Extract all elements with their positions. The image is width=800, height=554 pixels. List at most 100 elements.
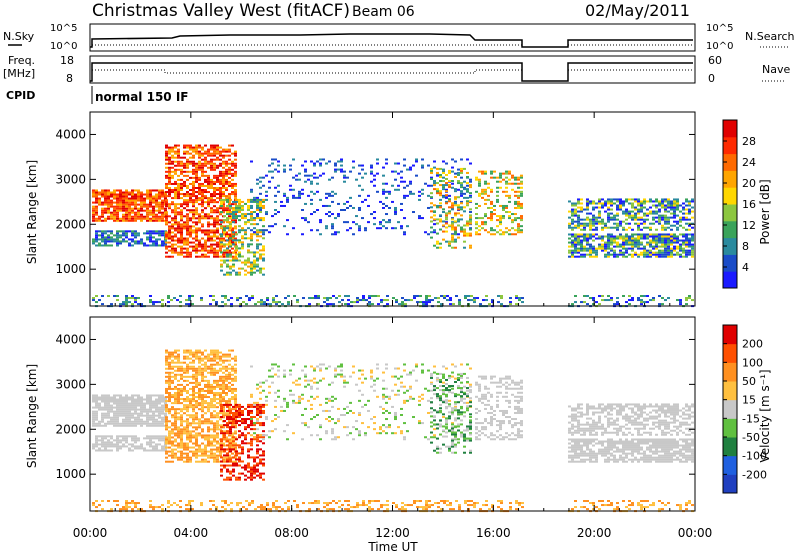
power-cell — [201, 243, 204, 246]
power-cell — [601, 204, 604, 207]
power-cell — [328, 204, 331, 207]
power-cell — [220, 204, 223, 207]
power-cell — [667, 226, 670, 229]
power-cell — [244, 223, 247, 226]
velocity-cell — [225, 375, 228, 378]
power-cell — [183, 203, 186, 206]
power-cell — [110, 205, 113, 208]
velocity-cell — [113, 414, 116, 417]
velocity-cell — [228, 373, 231, 376]
power-cell — [219, 164, 222, 167]
velocity-cell — [110, 443, 113, 446]
power-cell — [95, 217, 98, 220]
velocity-cell — [168, 365, 171, 368]
power-cell — [598, 198, 601, 201]
velocity-cell — [131, 414, 134, 417]
power-cell — [259, 269, 262, 272]
power-cell — [667, 233, 670, 236]
velocity-cell — [158, 410, 161, 413]
velocity-cell — [195, 444, 198, 447]
power-cell — [358, 229, 361, 232]
velocity-cell — [155, 400, 158, 403]
power-cell — [367, 204, 370, 207]
power-cell — [192, 225, 195, 228]
velocity-cell — [195, 456, 198, 459]
power-cell — [235, 271, 238, 274]
power-cell — [571, 226, 574, 229]
velocity-cell — [146, 443, 149, 446]
power-cell — [667, 216, 670, 219]
power-cell — [231, 178, 234, 181]
power-cell — [484, 221, 487, 224]
power-cell — [613, 253, 616, 256]
velocity-cell — [222, 389, 225, 392]
power-cell — [307, 194, 310, 197]
velocity-cell — [195, 452, 198, 455]
power-cell — [259, 229, 262, 232]
power-cell — [586, 241, 589, 244]
power-cell — [655, 212, 658, 215]
velocity-cell — [146, 412, 149, 415]
power-cell — [189, 245, 192, 248]
power-cell — [604, 245, 607, 248]
velocity-cell — [122, 398, 125, 401]
power-cell — [331, 223, 334, 226]
velocity-cell — [116, 422, 119, 425]
power-cell — [168, 245, 171, 248]
power-cell — [421, 217, 424, 220]
power-cell — [220, 211, 223, 214]
power-cell — [583, 226, 586, 229]
power-cell — [228, 168, 231, 171]
power-cell — [195, 172, 198, 175]
power-cell — [451, 238, 454, 241]
power-cell — [110, 195, 113, 198]
power-cell — [171, 174, 174, 177]
power-cell — [571, 303, 574, 306]
power-cell — [204, 245, 207, 248]
power-cell — [484, 213, 487, 216]
power-cell — [604, 204, 607, 207]
velocity-cell — [168, 381, 171, 384]
power-cell — [119, 303, 122, 306]
power-cell — [180, 219, 183, 222]
power-cell — [685, 233, 688, 236]
power-cell — [155, 197, 158, 200]
power-cell — [231, 203, 234, 206]
power-cell — [436, 240, 439, 243]
velocity-cell — [192, 408, 195, 411]
velocity-cell — [110, 449, 113, 452]
power-cell — [192, 168, 195, 171]
velocity-cell — [234, 371, 237, 374]
power-cell — [192, 245, 195, 248]
velocity-cell — [137, 418, 140, 421]
power-cell — [192, 221, 195, 224]
power-cell — [161, 232, 164, 235]
velocity-cell — [155, 420, 158, 423]
power-cell — [174, 215, 177, 218]
power-cell — [673, 245, 676, 248]
power-cell — [113, 197, 116, 200]
velocity-cell — [155, 414, 158, 417]
velocity-cell — [226, 468, 229, 471]
power-cell — [131, 201, 134, 204]
velocity-cell — [149, 406, 152, 409]
velocity-cell — [116, 439, 119, 442]
power-cell — [313, 172, 316, 175]
power-cell — [95, 191, 98, 194]
velocity-cell — [216, 383, 219, 386]
velocity-cell — [116, 410, 119, 413]
power-cell — [116, 199, 119, 202]
power-cell — [122, 201, 125, 204]
power-cell — [655, 247, 658, 250]
velocity-cell — [180, 373, 183, 376]
power-cell — [358, 206, 361, 209]
power-cell — [146, 209, 149, 212]
power-cell — [192, 154, 195, 157]
power-cell — [125, 205, 128, 208]
power-cell — [589, 251, 592, 254]
velocity-cell — [186, 400, 189, 403]
velocity-cell — [143, 422, 146, 425]
power-cell — [598, 222, 601, 225]
power-cell — [337, 160, 340, 163]
velocity-cell — [101, 414, 104, 417]
